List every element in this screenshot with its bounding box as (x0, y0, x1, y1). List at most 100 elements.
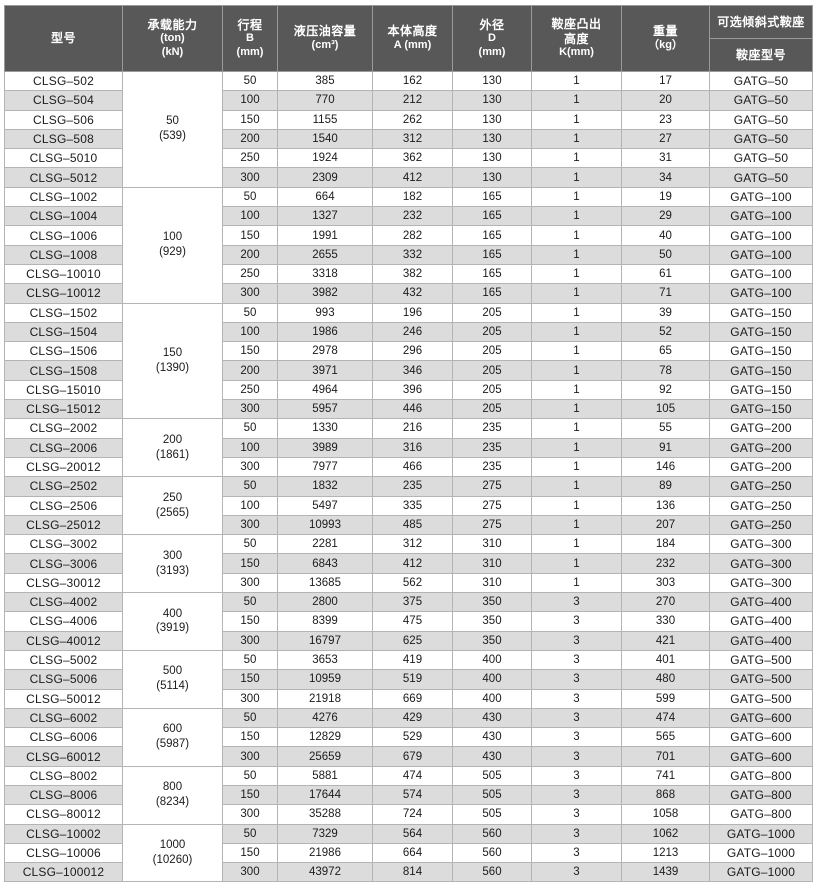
cell-model: CLSG–15010 (4, 379, 123, 401)
cell-outer-diameter: 205 (452, 399, 532, 420)
cell-body-height: 346 (372, 360, 453, 381)
cell-saddle-model: GATG–150 (709, 341, 813, 362)
cell-oil-capacity: 10993 (277, 514, 373, 536)
cell-body-height: 232 (372, 206, 453, 227)
cell-body-height: 419 (372, 649, 453, 671)
cell-capacity-group: 150 (1390) (122, 302, 223, 420)
cell-model: CLSG–10006 (4, 842, 123, 864)
cell-stroke: 50 (222, 418, 278, 439)
spec-sheet: 型号 承载能力 (ton) (kN) 行程 B (mm) 液压油容量 (cm³) (4, 5, 813, 882)
cell-stroke: 300 (222, 688, 278, 709)
column-header-outer-diameter: 外径 D (mm) (452, 5, 532, 72)
cell-oil-capacity: 35288 (277, 804, 373, 825)
cell-weight: 50 (621, 244, 710, 265)
cell-outer-diameter: 310 (452, 553, 532, 574)
cell-body-height: 475 (372, 611, 453, 632)
cell-body-height: 429 (372, 707, 453, 729)
column-header-weight-label: 重量 (652, 24, 678, 39)
cell-model: CLSG–3002 (4, 534, 123, 555)
cell-stroke: 300 (222, 630, 278, 651)
capacity-kn-value: (8234) (155, 796, 190, 809)
cell-stroke: 150 (222, 784, 278, 806)
cell-stroke: 50 (222, 70, 278, 92)
capacity-ton-value: 800 (162, 781, 183, 794)
cell-oil-capacity: 2800 (277, 592, 373, 613)
cell-saddle-protrusion: 1 (531, 225, 622, 246)
cell-capacity-group: 500 (5114) (122, 649, 223, 709)
table-row: CLSG–5010 250 1924 362 130 1 31 GATG–50 (4, 148, 813, 169)
cell-saddle-protrusion: 1 (531, 437, 622, 458)
cell-model: CLSG–6002 (4, 707, 123, 729)
cell-outer-diameter: 400 (452, 649, 532, 671)
cell-saddle-protrusion: 1 (531, 70, 622, 92)
cell-model: CLSG–60012 (4, 746, 123, 767)
cell-saddle-model: GATG–50 (709, 167, 813, 188)
cell-weight: 1062 (621, 823, 710, 844)
cell-saddle-model: GATG–400 (709, 630, 813, 651)
cell-model: CLSG–502 (4, 70, 123, 92)
cell-outer-diameter: 130 (452, 148, 532, 169)
column-header-saddle-protrusion-label2: 高度 (563, 31, 589, 46)
cell-model: CLSG–10010 (4, 263, 123, 285)
cell-saddle-protrusion: 3 (531, 688, 622, 709)
cell-weight: 868 (621, 784, 710, 806)
cell-saddle-model: GATG–200 (709, 456, 813, 478)
table-row: CLSG–15010 250 4964 396 205 1 92 GATG–150 (4, 379, 813, 401)
table-row: CLSG–5006 150 10959 519 400 3 480 GATG–500 (4, 669, 813, 690)
table-row: CLSG–502 50 (539) 50 385 162 130 1 17 GATG–50 (4, 70, 813, 188)
table-row: CLSG–25012 300 10993 485 275 1 207 GATG–250 (4, 514, 813, 536)
cell-weight: 1439 (621, 862, 710, 882)
table-row: CLSG–30012 300 13685 562 310 1 303 GATG–300 (4, 572, 813, 594)
cell-outer-diameter: 505 (452, 804, 532, 825)
cell-weight: 232 (621, 553, 710, 574)
cell-weight: 474 (621, 707, 710, 729)
capacity-kn-value: (1390) (155, 361, 190, 374)
cell-oil-capacity: 770 (277, 90, 373, 111)
cell-saddle-protrusion: 1 (531, 148, 622, 169)
cell-body-height: 196 (372, 302, 453, 323)
cell-model: CLSG–15012 (4, 399, 123, 420)
cell-saddle-model: GATG–800 (709, 804, 813, 825)
cell-oil-capacity: 3971 (277, 360, 373, 381)
cell-outer-diameter: 400 (452, 688, 532, 709)
cell-saddle-model: GATG–600 (709, 707, 813, 729)
cell-outer-diameter: 235 (452, 437, 532, 458)
cell-oil-capacity: 993 (277, 302, 373, 323)
table-row: CLSG–2502 250 (2565) 50 1832 235 275 1 89 GATG–25… (4, 476, 813, 536)
cell-body-height: 466 (372, 456, 453, 478)
cell-saddle-model: GATG–50 (709, 148, 813, 169)
cell-weight: 39 (621, 302, 710, 323)
cell-saddle-model: GATG–250 (709, 476, 813, 497)
cell-oil-capacity: 1327 (277, 206, 373, 227)
cell-body-height: 316 (372, 437, 453, 458)
cell-oil-capacity: 5497 (277, 495, 373, 516)
cell-model: CLSG–4002 (4, 592, 123, 613)
cell-oil-capacity: 5957 (277, 399, 373, 420)
cell-saddle-protrusion: 3 (531, 669, 622, 690)
cell-stroke: 300 (222, 862, 278, 882)
cell-weight: 31 (621, 148, 710, 169)
cell-saddle-model: GATG–150 (709, 399, 813, 420)
cell-saddle-model: GATG–250 (709, 514, 813, 536)
table-header: 型号 承载能力 (ton) (kN) 行程 B (mm) 液压油容量 (cm³) (4, 5, 813, 72)
capacity-ton-value: 250 (162, 491, 183, 504)
cell-weight: 741 (621, 765, 710, 786)
cell-saddle-protrusion: 1 (531, 206, 622, 227)
cell-stroke: 100 (222, 437, 278, 458)
cell-model: CLSG–1008 (4, 244, 123, 265)
cell-saddle-protrusion: 1 (531, 341, 622, 362)
cell-oil-capacity: 43972 (277, 862, 373, 882)
cell-model: CLSG–20012 (4, 456, 123, 478)
cell-outer-diameter: 430 (452, 707, 532, 729)
column-header-body-height-label: 本体高度 (387, 24, 438, 39)
table-row: CLSG–1506 150 2978 296 205 1 65 GATG–150 (4, 341, 813, 362)
cell-stroke: 300 (222, 167, 278, 188)
cell-oil-capacity: 21986 (277, 842, 373, 864)
column-header-optional-saddle-label: 可选倾斜式鞍座 (717, 14, 805, 29)
cell-saddle-model: GATG–1000 (709, 842, 813, 864)
cell-stroke: 300 (222, 804, 278, 825)
cell-outer-diameter: 560 (452, 842, 532, 864)
cell-saddle-protrusion: 1 (531, 399, 622, 420)
cell-saddle-protrusion: 1 (531, 360, 622, 381)
cell-saddle-protrusion: 3 (531, 862, 622, 882)
